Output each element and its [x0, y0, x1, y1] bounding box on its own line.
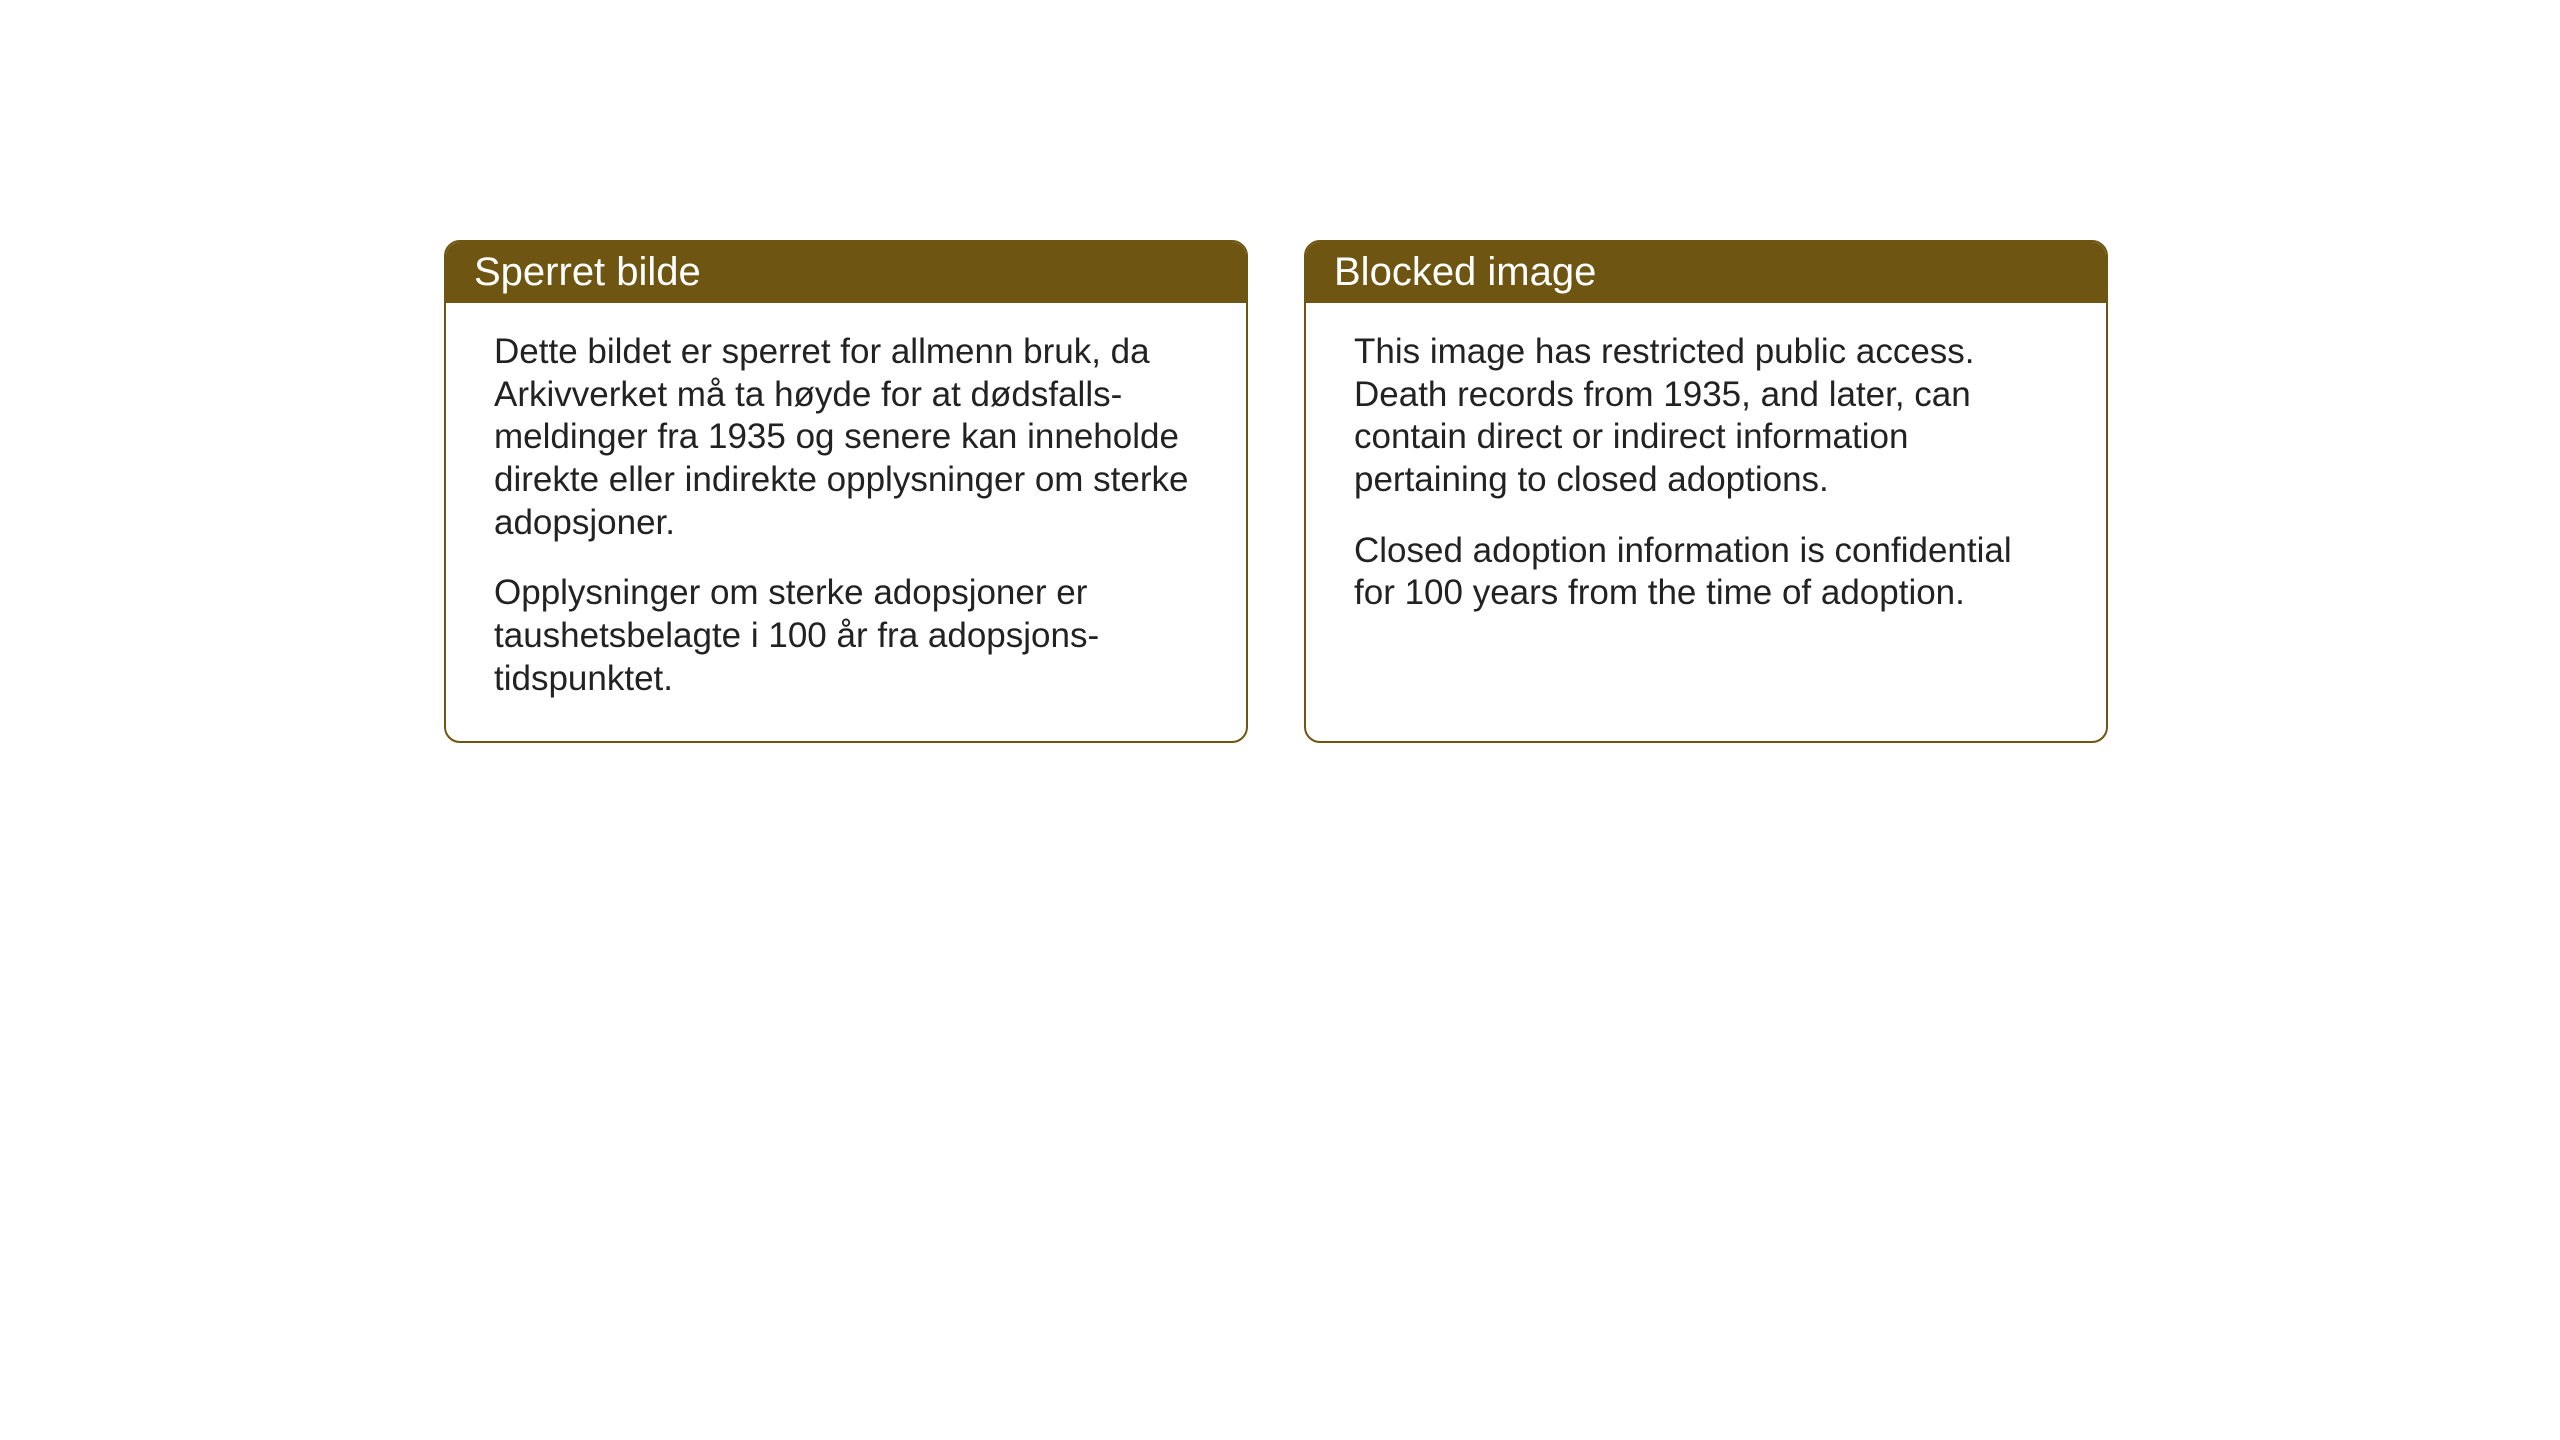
card-english-body: This image has restricted public access.… — [1306, 303, 2106, 655]
card-english-paragraph-1: This image has restricted public access.… — [1354, 331, 2058, 502]
card-norwegian-body: Dette bildet er sperret for allmenn bruk… — [446, 303, 1246, 741]
card-english: Blocked image This image has restricted … — [1304, 240, 2108, 743]
card-norwegian-paragraph-2: Opplysninger om sterke adopsjoner er tau… — [494, 572, 1198, 700]
card-norwegian: Sperret bilde Dette bildet er sperret fo… — [444, 240, 1248, 743]
card-norwegian-header: Sperret bilde — [446, 242, 1246, 303]
card-english-paragraph-2: Closed adoption information is confident… — [1354, 530, 2058, 615]
card-norwegian-paragraph-1: Dette bildet er sperret for allmenn bruk… — [494, 331, 1198, 544]
cards-container: Sperret bilde Dette bildet er sperret fo… — [444, 240, 2108, 743]
card-english-title: Blocked image — [1334, 250, 1596, 294]
card-norwegian-title: Sperret bilde — [474, 250, 701, 294]
card-english-header: Blocked image — [1306, 242, 2106, 303]
